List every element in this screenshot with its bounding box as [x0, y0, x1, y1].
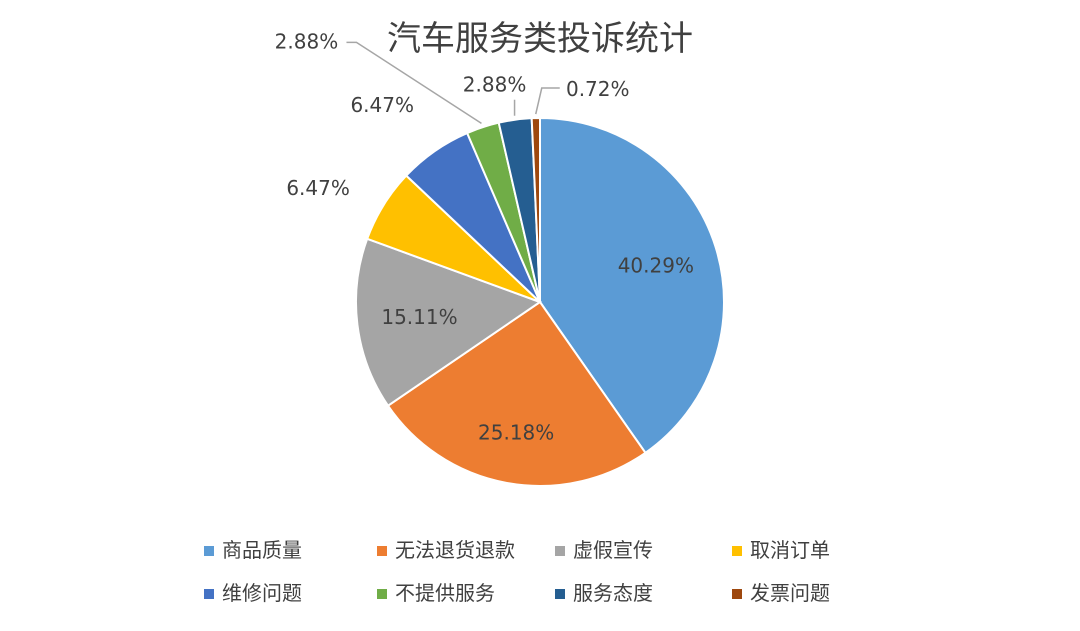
pie-slice-8 — [530, 116, 541, 303]
legend-swatch — [204, 589, 214, 599]
legend-label: 服务态度 — [573, 581, 653, 605]
pie-slices — [355, 116, 725, 487]
data-label-6: 2.88% — [275, 29, 339, 53]
legend-label: 商品质量 — [222, 538, 302, 562]
data-label-3: 15.11% — [381, 305, 457, 329]
leader-lines — [346, 41, 560, 124]
leader-line-8 — [535, 87, 560, 115]
data-label-2: 25.18% — [478, 420, 554, 444]
pie-slice-2 — [386, 300, 647, 487]
pie-slice-3 — [355, 237, 543, 408]
legend-label: 维修问题 — [222, 581, 302, 605]
data-label-7: 2.88% — [463, 73, 527, 97]
legend-label: 取消订单 — [750, 538, 830, 562]
legend-swatch — [732, 589, 742, 599]
legend-label: 虚假宣传 — [573, 538, 653, 562]
legend-item-8: 发票问题 — [732, 581, 830, 605]
data-labels: 40.29% 25.18% 15.11% 6.47% 6.47% 2.88% 2.88% 0.… — [275, 29, 694, 444]
legend-item-5: 维修问题 — [204, 581, 302, 605]
legend-swatch — [555, 546, 565, 556]
legend-swatch — [377, 546, 387, 556]
legend-item-1: 商品质量 — [204, 538, 302, 562]
legend-item-3: 虚假宣传 — [555, 538, 653, 562]
legend-swatch — [377, 589, 387, 599]
legend-label: 不提供服务 — [395, 581, 495, 605]
pie-slice-1 — [539, 116, 725, 455]
legend-item-4: 取消订单 — [732, 538, 830, 562]
chart-title: 汽车服务类投诉统计 — [387, 19, 693, 59]
legend-item-2: 无法退货退款 — [377, 538, 515, 562]
legend-item-7: 服务态度 — [555, 581, 653, 605]
legend-swatch — [732, 546, 742, 556]
legend-label: 发票问题 — [750, 581, 830, 605]
data-label-8: 0.72% — [566, 77, 630, 101]
data-label-4: 6.47% — [286, 176, 350, 200]
legend-swatch — [204, 546, 214, 556]
legend-item-6: 不提供服务 — [377, 581, 495, 605]
data-label-5: 6.47% — [350, 93, 414, 117]
leader-line-6 — [346, 41, 482, 124]
legend-swatch — [555, 589, 565, 599]
data-label-1: 40.29% — [618, 254, 694, 278]
legend-label: 无法退货退款 — [395, 538, 515, 562]
